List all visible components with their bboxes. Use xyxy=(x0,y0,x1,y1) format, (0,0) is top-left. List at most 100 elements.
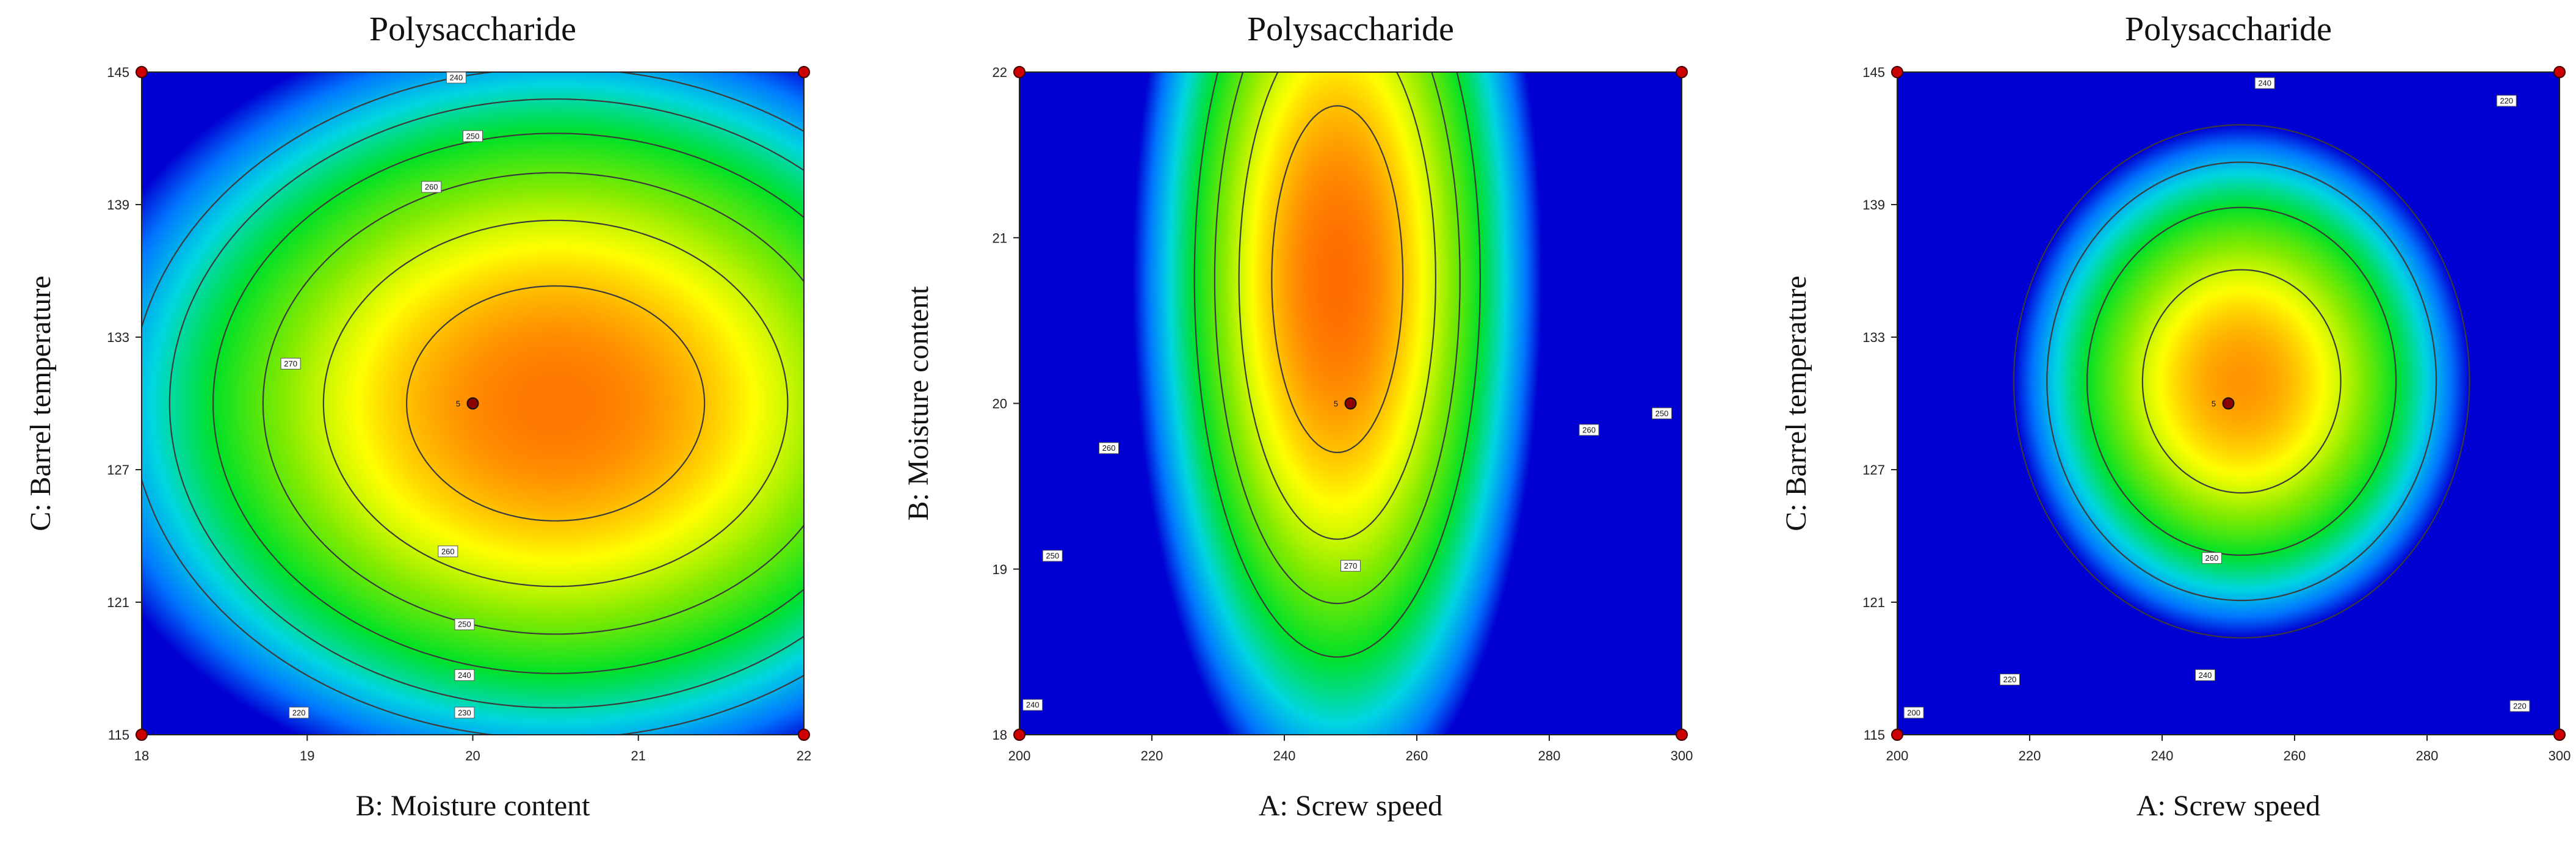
contour-line-260 xyxy=(1238,72,1436,540)
contour-line-260 xyxy=(2141,269,2342,494)
y-tick-label: 121 xyxy=(1862,595,1885,610)
svg-text:240: 240 xyxy=(2199,671,2212,680)
contour-line-230 xyxy=(168,98,804,708)
contour-label-220: 220 xyxy=(2496,95,2517,107)
design-point xyxy=(1676,66,1688,78)
y-axis-label: C: Barrel temperature xyxy=(1780,275,1812,531)
svg-text:220: 220 xyxy=(292,708,306,717)
contour-line-240 xyxy=(212,133,804,674)
contour-chart-2: 260 250 240 270 260 250 200 220 240 260 280 300 18 19… xyxy=(902,10,1693,822)
svg-text:240: 240 xyxy=(1026,701,1040,710)
y-tick-label: 139 xyxy=(107,197,129,213)
svg-text:220: 220 xyxy=(2513,701,2527,710)
svg-text:240: 240 xyxy=(450,73,463,82)
y-tick-label: 115 xyxy=(108,727,129,743)
design-point xyxy=(1891,729,1903,741)
contour-chart-1: 240 250 260 270 260 250 240 230 220 18 19 20 21 22 115… xyxy=(24,10,811,822)
contour-label-240: 240 xyxy=(1022,699,1043,711)
chart-title: Polysaccharide xyxy=(2125,10,2332,48)
y-tick-label: 133 xyxy=(1862,330,1885,345)
y-tick-label: 115 xyxy=(1864,727,1885,743)
center-point xyxy=(1344,397,1357,410)
svg-text:250: 250 xyxy=(458,620,471,629)
center-point-label: 5 xyxy=(456,399,460,409)
svg-text:260: 260 xyxy=(425,183,438,192)
svg-text:260: 260 xyxy=(2205,553,2219,562)
contour-label-250: 250 xyxy=(463,130,483,142)
design-point xyxy=(798,729,810,741)
contour-chart-3: 240 220 260 240 220 200 220 200 220 240 260 280 300 1… xyxy=(1780,10,2571,822)
chart-title: Polysaccharide xyxy=(369,10,576,48)
center-point xyxy=(466,397,479,410)
x-tick-label: 21 xyxy=(631,748,646,763)
x-tick-label: 18 xyxy=(134,748,149,763)
y-axis-label: C: Barrel temperature xyxy=(24,275,57,531)
svg-text:250: 250 xyxy=(466,131,480,140)
x-tick-label: 300 xyxy=(2549,748,2571,763)
y-tick-label: 127 xyxy=(107,462,129,478)
contour-label-230: 230 xyxy=(454,707,475,719)
y-tick-label: 145 xyxy=(107,65,129,80)
svg-text:220: 220 xyxy=(2500,96,2513,106)
svg-text:260: 260 xyxy=(1102,443,1116,453)
contour-label-250: 250 xyxy=(454,618,475,630)
y-tick-label: 21 xyxy=(993,230,1007,246)
x-tick-label: 240 xyxy=(1273,748,1296,763)
contour-line-240 xyxy=(2086,206,2397,556)
contour-label-220: 220 xyxy=(289,707,309,719)
center-point-label: 5 xyxy=(2212,399,2216,409)
y-axis-label: B: Moisture content xyxy=(902,286,935,521)
x-axis-label: B: Moisture content xyxy=(356,790,591,822)
contour-lines xyxy=(1193,72,1481,658)
x-tick-label: 220 xyxy=(2019,748,2041,763)
contour-line-270 xyxy=(1271,105,1404,453)
design-point xyxy=(2553,66,2566,78)
x-tick-label: 22 xyxy=(797,748,811,763)
contour-lines xyxy=(142,72,804,735)
contour-label-200: 200 xyxy=(1903,707,1924,719)
svg-text:270: 270 xyxy=(284,359,297,368)
design-point xyxy=(1013,66,1026,78)
contour-label-250: 250 xyxy=(1651,407,1672,420)
x-axis-label: A: Screw speed xyxy=(1259,790,1442,822)
design-point xyxy=(1013,729,1026,741)
x-tick-label: 19 xyxy=(300,748,314,763)
chart-title: Polysaccharide xyxy=(1247,10,1454,48)
y-tick-label: 133 xyxy=(107,330,129,345)
contour-label-270: 270 xyxy=(280,357,301,370)
x-tick-label: 300 xyxy=(1671,748,1693,763)
contour-label-220: 220 xyxy=(1999,674,2020,686)
design-point xyxy=(136,66,148,78)
svg-text:270: 270 xyxy=(1344,561,1358,570)
x-tick-label: 20 xyxy=(465,748,480,763)
y-tick-label: 145 xyxy=(1862,65,1885,80)
contour-label-240: 240 xyxy=(2195,669,2216,681)
x-tick-label: 220 xyxy=(1141,748,1163,763)
design-point xyxy=(1676,729,1688,741)
contour-line-200 xyxy=(2013,124,2470,639)
y-tick-label: 139 xyxy=(1862,197,1885,213)
contour-label-220: 220 xyxy=(2509,700,2530,712)
x-tick-label: 200 xyxy=(1886,748,1909,763)
contour-line-220 xyxy=(2046,161,2437,602)
y-tick-label: 127 xyxy=(1862,462,1885,478)
contour-lines xyxy=(2013,124,2470,639)
center-point-label: 5 xyxy=(1334,399,1338,409)
center-point xyxy=(2222,397,2235,410)
y-tick-label: 20 xyxy=(993,396,1007,412)
x-axis-label: A: Screw speed xyxy=(2136,790,2320,822)
contour-label-240: 240 xyxy=(2254,77,2275,89)
contour-label-260: 260 xyxy=(1579,424,1599,436)
contour-label-260: 260 xyxy=(2201,552,2222,564)
y-tick-label: 19 xyxy=(993,562,1007,577)
design-point xyxy=(798,66,810,78)
contour-label-260: 260 xyxy=(1098,442,1119,454)
svg-text:260: 260 xyxy=(1582,425,1596,434)
contour-line-240 xyxy=(1193,72,1481,658)
contour-label-250: 250 xyxy=(1042,550,1063,562)
plot-frame xyxy=(1897,71,2560,735)
x-tick-label: 280 xyxy=(2416,748,2439,763)
x-tick-label: 200 xyxy=(1008,748,1031,763)
